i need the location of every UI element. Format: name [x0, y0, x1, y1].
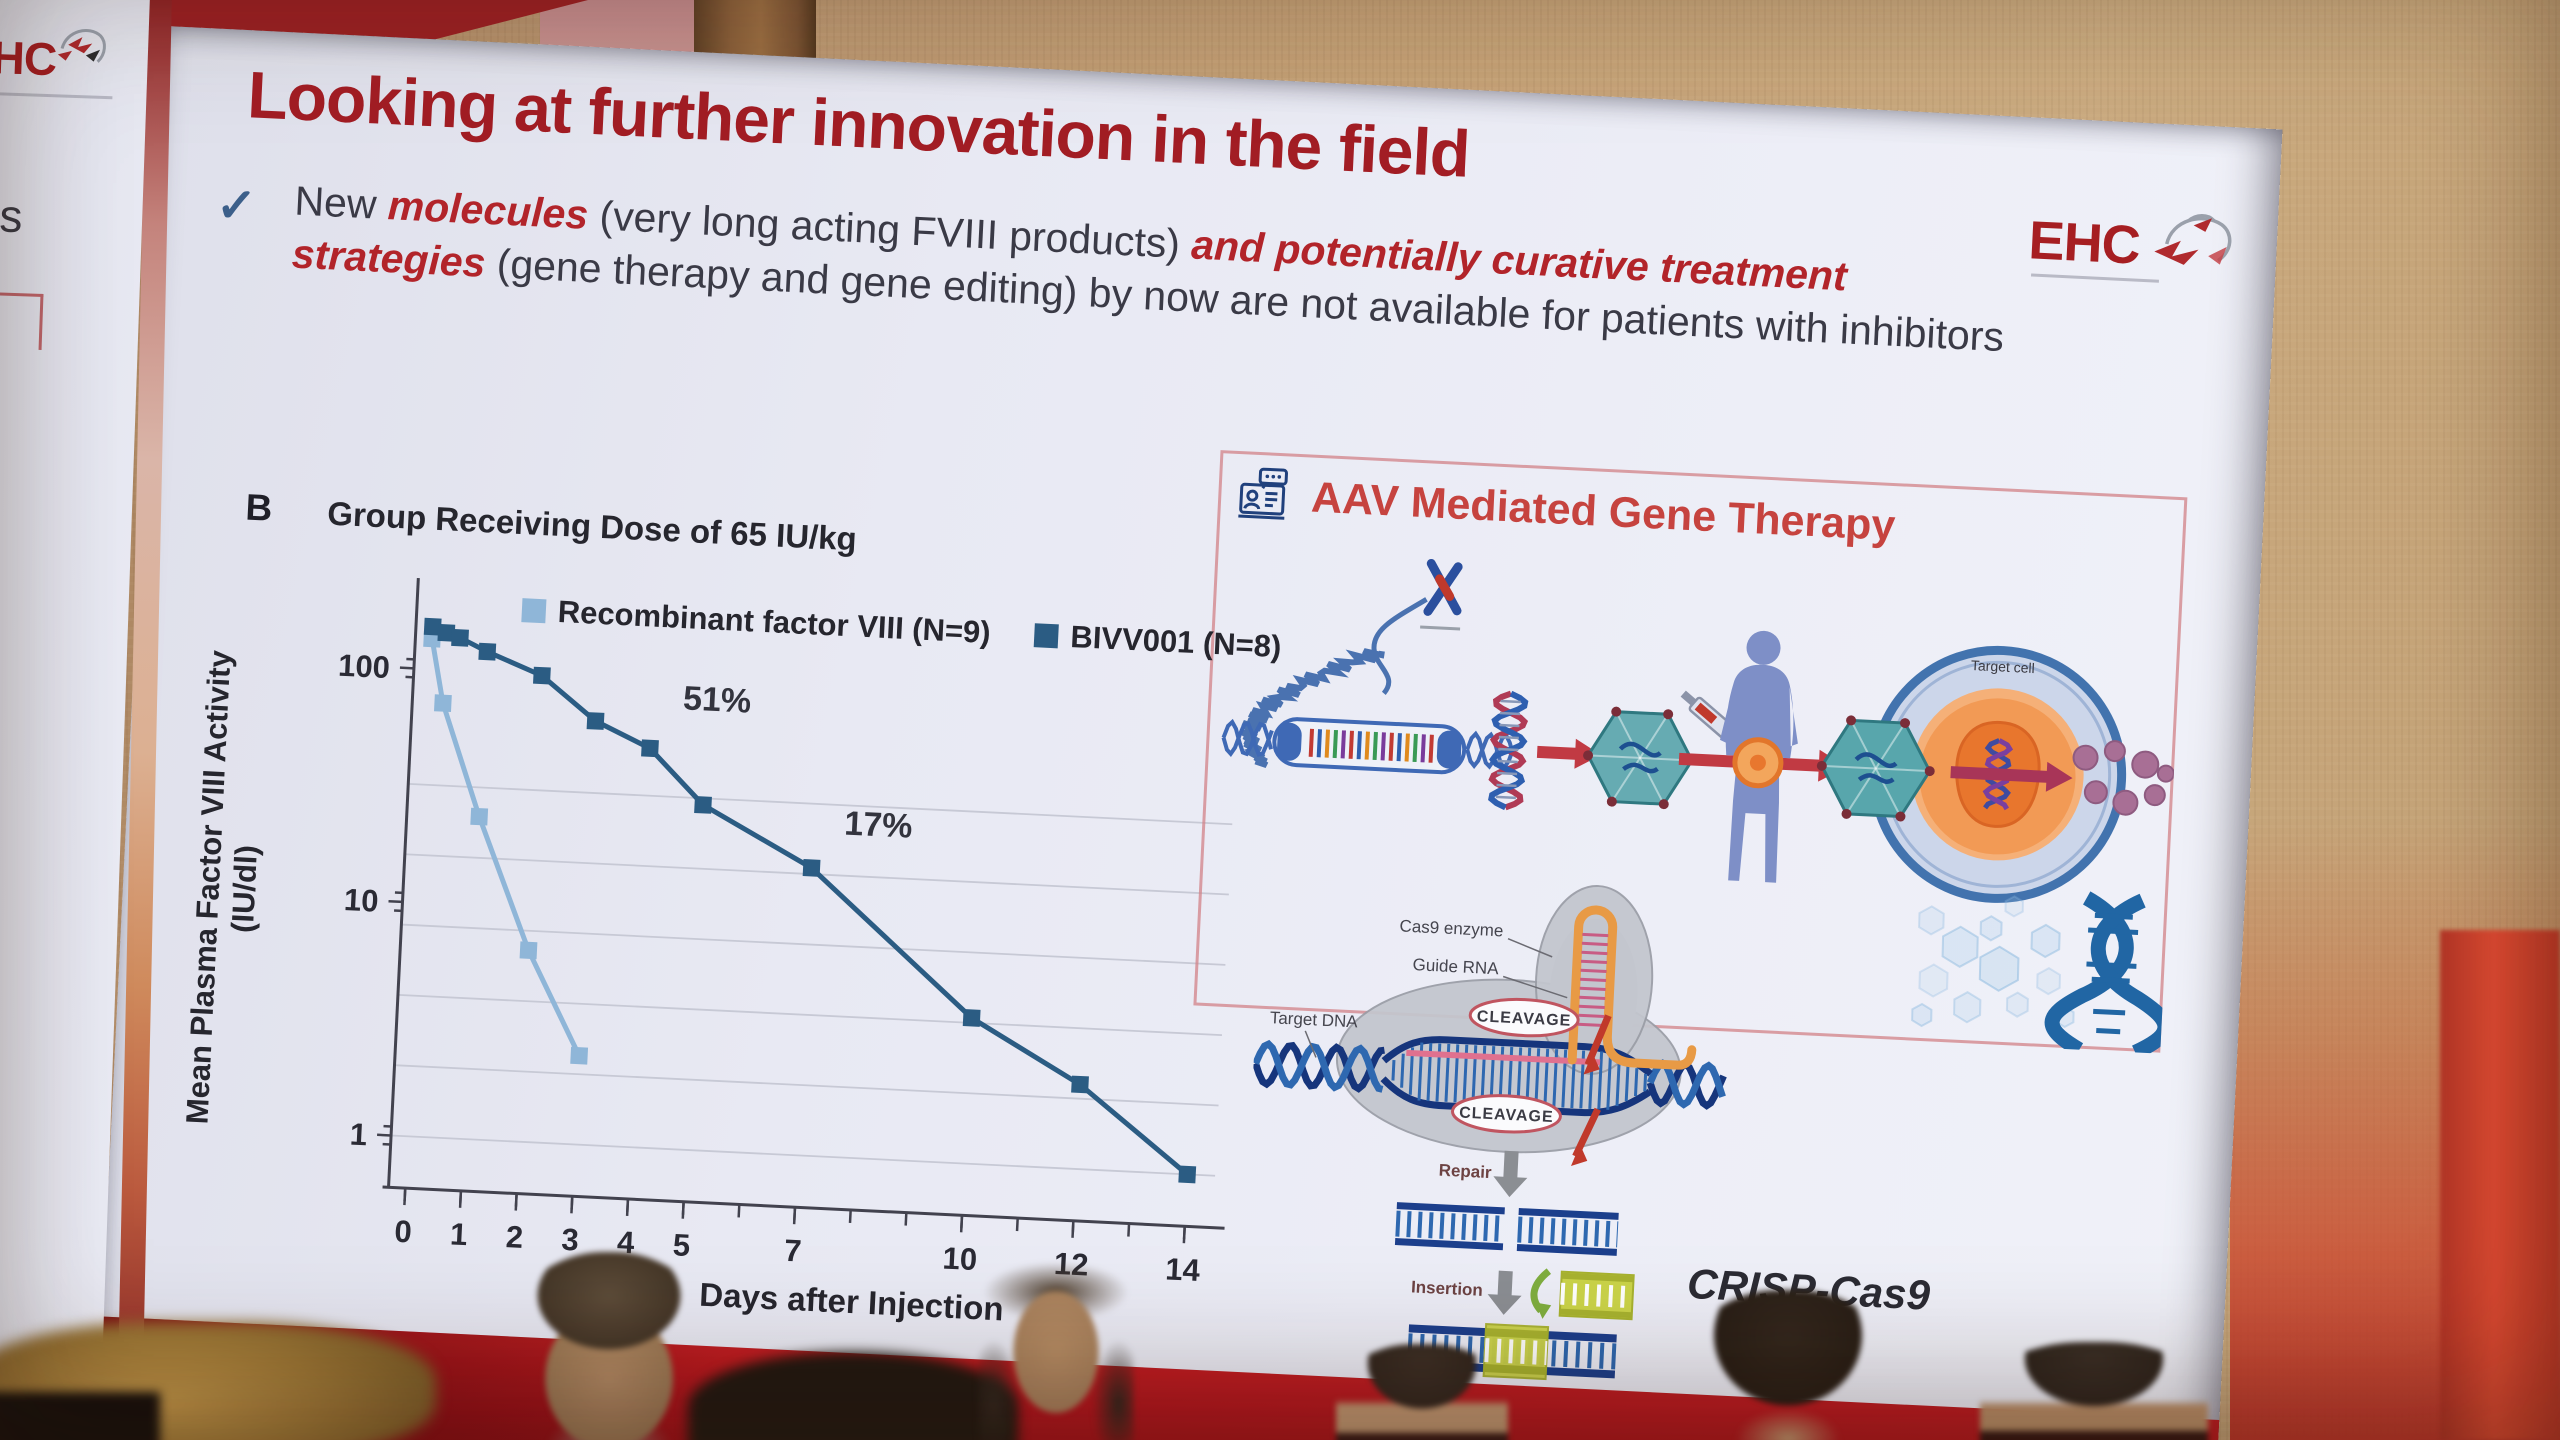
secondary-screen: HC rs [0, 0, 150, 1440]
bullet-item: ✓ New molecules (very long acting FVIII … [213, 171, 2176, 373]
ehc-logo: EHC [2027, 209, 2260, 283]
guide-rna-hairpin [1567, 905, 1697, 1070]
down-arrow-icon [1487, 1270, 1522, 1315]
cleavage-badge: CLEAVAGE [1451, 1094, 1562, 1134]
legend-swatch-bivv001 [1033, 623, 1060, 649]
foreground-blur [0, 1392, 160, 1440]
svg-text:14: 14 [1165, 1251, 1202, 1288]
cas9-label: Cas9 enzyme [1399, 916, 1504, 940]
cleavage-badge: CLEAVAGE [1468, 997, 1580, 1038]
text-fragment-rs: rs [0, 188, 24, 243]
svg-text:1: 1 [449, 1216, 468, 1252]
audience-head [1336, 1344, 1508, 1440]
presentation-slide: Looking at further innovation in the fie… [91, 26, 2283, 1440]
dna-strand-squiggle [1371, 597, 1428, 695]
audience-head [1686, 1290, 1890, 1440]
arrow-icon [1536, 738, 1602, 769]
stage-red-column [2440, 930, 2560, 1440]
panel-label: B [244, 486, 274, 529]
supercoiled-dna [1240, 648, 1385, 768]
bullet-text: New molecules (very long acting FVIII pr… [291, 175, 2176, 373]
target-dna-helix-left [1252, 1039, 1385, 1093]
aav-box-corner-fragment [0, 292, 44, 350]
svg-text:CLEAVAGE: CLEAVAGE [1476, 1008, 1571, 1030]
svg-text:1: 1 [349, 1116, 368, 1152]
audience-head [1980, 1342, 2208, 1440]
repair-label: Repair [1438, 1161, 1492, 1183]
audience-head [498, 1252, 720, 1440]
bullet-emphasis: molecules [386, 182, 590, 238]
insert-fragment [1558, 1270, 1635, 1321]
svg-text:17%: 17% [844, 805, 914, 846]
dna-helix [1488, 690, 1529, 811]
legend-swatch-rfviii [521, 598, 547, 624]
svg-text:4: 4 [616, 1225, 636, 1261]
ehc-swirl-icon [57, 29, 106, 63]
liver-target [1732, 737, 1784, 789]
aav-capsid-icon [1583, 706, 1697, 810]
chromosome-icon [1420, 558, 1463, 631]
svg-text:2: 2 [505, 1219, 524, 1255]
ehc-logo-partial: HC [0, 29, 106, 86]
target-dna-label: Target DNA [1269, 1008, 1358, 1031]
audience-head [978, 1260, 1134, 1440]
svg-text:10: 10 [942, 1240, 978, 1277]
ehc-swirl-icon [2154, 213, 2232, 265]
cleavage-cut-arrows [1570, 1014, 1612, 1167]
aav-diagram: Target cell [1221, 558, 2175, 1054]
gene-cassette [1221, 717, 1516, 775]
crispr-diagram: CLEAVAGE CLEAVAGE Cas9 enzyme Guide RNA … [1252, 885, 1727, 1381]
svg-text:0: 0 [394, 1214, 413, 1250]
aav-header: AAV Mediated Gene Therapy [1236, 466, 1897, 554]
down-arrow-icon [1493, 1150, 1528, 1198]
checkmark-icon: ✓ [215, 178, 258, 234]
svg-text:7: 7 [783, 1233, 802, 1269]
decorative-dna-icon [2044, 891, 2173, 1054]
banner-text-fragment: philia [1180, 1433, 1292, 1440]
aav-gene-therapy-box: AAV Mediated Gene Therapy [1193, 450, 2188, 1054]
aav-capsid-icon [1816, 715, 1935, 822]
gene-therapy-consult-icon [1238, 467, 1288, 520]
arrow-icon [1950, 761, 2073, 792]
svg-text:100: 100 [337, 648, 390, 685]
target-cell-label: Target cell [1971, 657, 2036, 676]
ehc-tagline-bar [0, 92, 113, 100]
svg-text:10: 10 [343, 882, 379, 919]
insertion-label: Insertion [1411, 1277, 1484, 1299]
svg-text:51%: 51% [682, 679, 752, 720]
svg-text:CLEAVAGE: CLEAVAGE [1459, 1105, 1554, 1127]
ehc-logo-text: EHC [2027, 210, 2142, 276]
audience-head-foreground [688, 1352, 1018, 1440]
guide-rna-label: Guide RNA [1412, 955, 1499, 978]
insert-arrow [1530, 1268, 1552, 1319]
protein-products [2072, 740, 2175, 816]
cut-dna-fragments [1394, 1202, 1619, 1256]
bullet-part: New [293, 177, 390, 229]
svg-text:5: 5 [672, 1227, 691, 1263]
chart-panel: B Group Receiving Dose of 65 IU/kg Recom… [160, 478, 1332, 1412]
svg-text:3: 3 [561, 1222, 580, 1258]
bullet-emphasis: strategies [290, 230, 487, 287]
